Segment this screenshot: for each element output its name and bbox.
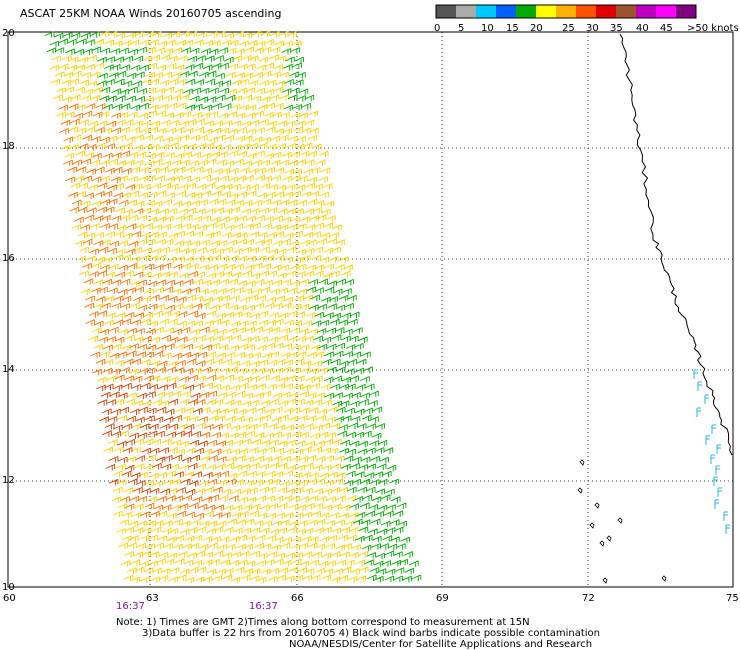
lon-label-72: 72: [582, 593, 595, 604]
wind-barb-group-high: [58, 103, 239, 520]
note-line-3: NOAA/NESDIS/Center for Satellite Applica…: [289, 639, 592, 650]
coastline-path: [619, 33, 733, 456]
lat-label-14: 14: [2, 364, 15, 375]
legend-swatch: [456, 5, 477, 18]
legend-swatch: [476, 5, 497, 18]
legend-swatch: [536, 5, 557, 18]
legend-tick-20: 20: [530, 23, 543, 34]
legend-swatch: [656, 5, 677, 18]
lat-label-16: 16: [2, 253, 15, 264]
lat-label-18: 18: [2, 141, 15, 152]
note-line-2: 3)Data buffer is 22 hrs from 20160705 4)…: [142, 628, 600, 639]
coastline: [577, 33, 733, 584]
legend-swatch: [596, 5, 617, 18]
legend-tick-10: 10: [481, 23, 494, 34]
note-line-1: Note: 1) Times are GMT 2)Times along bot…: [116, 617, 530, 628]
legend-tick-15: 15: [506, 23, 519, 34]
map-frame: [7, 31, 734, 588]
island-outline: [579, 459, 585, 466]
wind-barb-group-low: [44, 31, 422, 583]
map-title: ASCAT 25KM NOAA Winds 20160705 ascending: [20, 7, 281, 20]
lon-label-63: 63: [146, 593, 159, 604]
island-outline: [594, 502, 600, 509]
legend-tick-40: 40: [636, 23, 649, 34]
legend-swatch: [616, 5, 637, 18]
legend-swatch: [676, 5, 697, 18]
island-outline: [606, 535, 612, 542]
legend-swatch: [636, 5, 657, 18]
lat-label-10: 10: [2, 582, 15, 593]
island-outline: [599, 540, 605, 547]
island-outline: [577, 487, 583, 494]
coastal-barbs: [693, 369, 730, 534]
wind-barb-group-mid: [49, 30, 369, 584]
wind-barb-group-strong: [96, 382, 213, 496]
lon-label-75: 75: [726, 593, 739, 604]
graticule: [8, 32, 733, 587]
legend-swatch: [496, 5, 517, 18]
island-outline: [602, 577, 608, 584]
legend-border: [435, 4, 697, 19]
island-outline: [617, 517, 623, 524]
swath-time-left: 16:37: [116, 601, 145, 612]
legend-tick-30: 30: [586, 23, 599, 34]
island-outline: [661, 575, 667, 582]
legend-tick-50plus: >50 knots: [687, 23, 739, 34]
wind-barbs: [44, 30, 730, 584]
lon-label-66: 66: [291, 593, 304, 604]
swath-time-right: 16:37: [249, 601, 278, 612]
wind-speed-legend: [435, 4, 697, 19]
legend-tick-45: 45: [660, 23, 673, 34]
island-outline: [589, 522, 595, 529]
legend-tick-labels: 0 5 10 15 20 25 30 35 40 45 >50 knots: [434, 23, 739, 34]
legend-swatch: [576, 5, 597, 18]
legend-swatch: [436, 5, 457, 18]
lon-label-60: 60: [3, 593, 16, 604]
legend-tick-5: 5: [458, 23, 464, 34]
longitude-labels: 60 63 66 69 72 75: [3, 593, 739, 604]
legend-tick-35: 35: [610, 23, 623, 34]
legend-tick-0: 0: [434, 23, 440, 34]
legend-tick-25: 25: [562, 23, 575, 34]
legend-swatch: [516, 5, 537, 18]
latitude-labels: 20 18 16 14 12 10: [2, 28, 15, 593]
legend-swatch: [556, 5, 577, 18]
lon-label-69: 69: [436, 593, 449, 604]
lat-label-20: 20: [2, 28, 15, 39]
lat-label-12: 12: [2, 475, 15, 486]
